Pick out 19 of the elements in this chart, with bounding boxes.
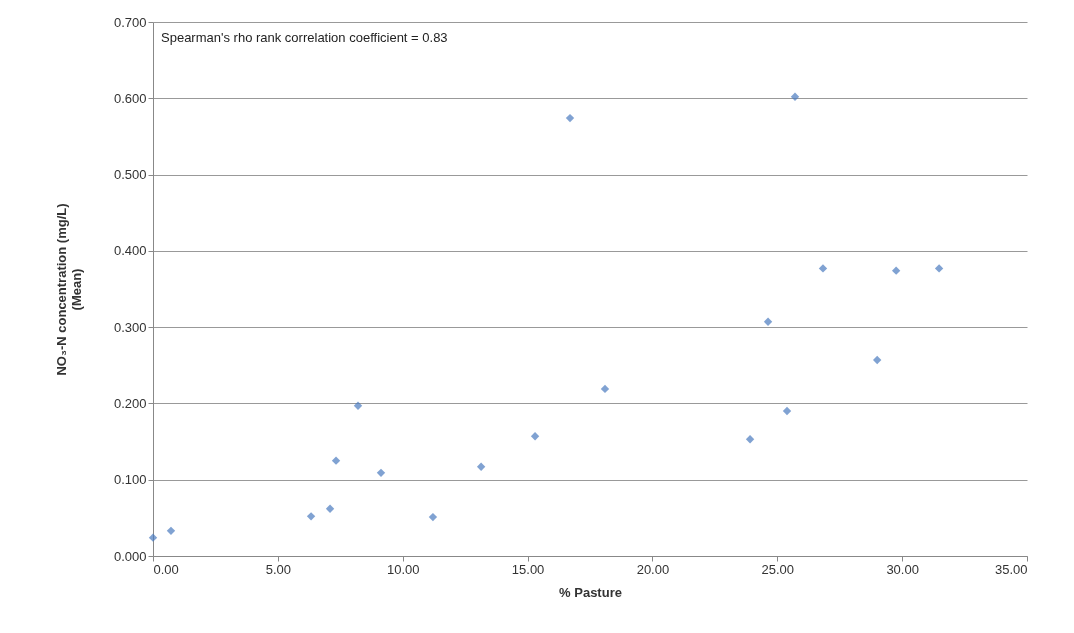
- x-tick-label: 10.00: [386, 561, 420, 577]
- x-tick-label: 35.00: [994, 561, 1028, 577]
- x-tick-label: 5.00: [265, 561, 292, 577]
- y-tick-label: 0.500: [113, 167, 147, 183]
- annotation: Spearman's rho rank correlation coefficient = 0.83: [161, 30, 448, 45]
- y-tick-label: 0.400: [113, 243, 147, 259]
- x-axis-title: % Pasture: [559, 584, 622, 600]
- y-tick-label: 0.700: [113, 14, 147, 30]
- y-axis-title: NO₃-N concentration (mg/L) (Mean): [53, 203, 84, 376]
- x-tick-label: 30.00: [886, 561, 919, 577]
- x-tick-label: 25.00: [761, 561, 795, 577]
- x-tick-label: 20.00: [636, 561, 670, 577]
- y-tick-label: 0.300: [113, 319, 147, 335]
- y-tick-label: 0.100: [113, 472, 147, 488]
- y-tick-label: 0.000: [113, 548, 147, 564]
- y-tick-label: 0.600: [113, 90, 147, 106]
- y-tick-label: 0.200: [113, 395, 147, 411]
- x-tick-label: 0.00: [153, 561, 179, 577]
- x-tick-label: 15.00: [511, 561, 545, 577]
